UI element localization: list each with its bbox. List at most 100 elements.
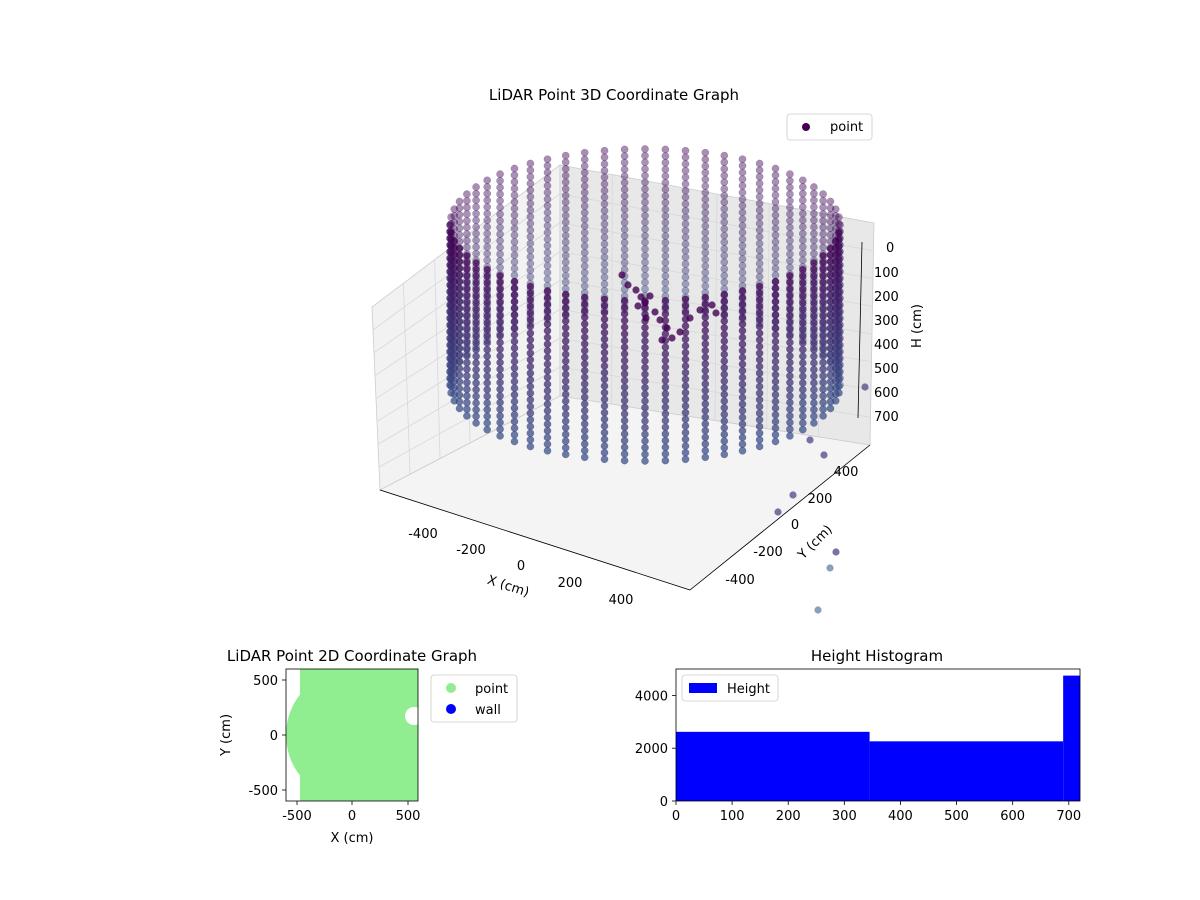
point-marker — [798, 392, 807, 401]
point-marker — [526, 159, 535, 168]
point-marker — [819, 312, 827, 320]
point-marker — [641, 443, 649, 452]
point-marker — [483, 405, 492, 414]
point-marker — [798, 216, 807, 225]
point-marker — [738, 168, 747, 177]
point-marker — [810, 379, 818, 387]
point-marker — [755, 172, 764, 181]
point-marker — [681, 415, 690, 424]
point-marker — [738, 433, 747, 442]
point-marker — [472, 332, 480, 341]
point-marker — [786, 352, 794, 360]
point-marker — [510, 290, 519, 299]
point-marker — [720, 251, 729, 260]
point-marker — [826, 244, 835, 253]
point-marker — [483, 183, 492, 191]
point-marker — [472, 196, 480, 205]
point-marker — [701, 275, 710, 284]
histogram-title: Height Histogram — [811, 647, 943, 665]
point-marker — [819, 292, 827, 300]
point-marker — [641, 350, 649, 359]
point-marker — [696, 306, 704, 314]
point-marker — [826, 384, 835, 393]
point-marker — [661, 252, 670, 260]
point-marker — [496, 263, 504, 272]
point-marker — [483, 419, 492, 427]
h-tick-label: 300 — [874, 314, 899, 329]
point-marker — [510, 251, 519, 260]
point-marker — [620, 165, 629, 174]
point-marker — [681, 355, 690, 364]
point-marker — [526, 166, 535, 175]
point-marker — [620, 323, 629, 332]
point-marker — [720, 231, 729, 240]
point-marker — [455, 304, 464, 313]
point-marker — [483, 265, 492, 274]
point-marker — [526, 369, 535, 378]
point-marker — [561, 437, 570, 445]
y-tick-label: 0 — [660, 795, 668, 810]
point-marker — [826, 397, 835, 406]
point-marker — [496, 183, 504, 192]
point-marker — [561, 403, 570, 412]
point-marker — [472, 379, 480, 387]
point-marker — [681, 388, 690, 397]
point-marker — [496, 385, 504, 394]
point-marker — [738, 326, 747, 335]
point-marker — [720, 423, 729, 432]
point-marker — [810, 189, 818, 198]
point-marker — [483, 319, 492, 327]
point-marker — [755, 315, 764, 324]
point-marker — [786, 285, 794, 294]
point-marker — [701, 433, 710, 442]
point-marker — [463, 252, 471, 260]
point-marker — [810, 229, 818, 238]
point-marker — [755, 302, 764, 311]
point-marker — [463, 345, 471, 354]
point-marker — [641, 158, 649, 167]
point-marker — [810, 279, 818, 287]
point-marker — [701, 168, 710, 177]
point-marker — [463, 325, 471, 334]
histogram-y-axis: 0 2000 4000 — [635, 689, 676, 810]
point-marker — [543, 306, 552, 315]
point-marker — [510, 384, 519, 392]
point-marker — [661, 343, 670, 352]
x-tick-label: 400 — [609, 593, 634, 608]
point-marker — [771, 238, 780, 246]
point-marker — [483, 272, 492, 281]
point-marker — [620, 383, 629, 392]
point-marker — [580, 188, 589, 197]
point-marker — [634, 302, 642, 310]
point-marker — [701, 313, 710, 322]
point-marker — [819, 272, 827, 280]
point-marker — [561, 151, 570, 160]
point-cloud — [446, 145, 869, 614]
x-tick-label: 700 — [1056, 809, 1081, 824]
point-marker — [661, 178, 670, 187]
point-marker — [641, 417, 649, 425]
point-marker — [641, 357, 649, 365]
point-marker — [701, 228, 710, 237]
point-marker — [738, 286, 747, 295]
point-marker — [798, 345, 807, 354]
point-marker — [738, 188, 747, 197]
point-marker — [483, 216, 492, 225]
point-marker — [483, 312, 492, 321]
point-marker — [819, 385, 827, 394]
point-marker — [826, 297, 835, 306]
point-marker — [510, 337, 519, 346]
point-marker — [681, 362, 690, 370]
point-marker — [463, 285, 471, 294]
point-marker — [661, 245, 670, 254]
point-marker — [496, 230, 504, 238]
point-marker — [483, 425, 492, 434]
point-marker — [600, 302, 609, 310]
point-marker — [755, 335, 764, 344]
point-marker — [701, 155, 710, 164]
point-marker — [496, 223, 504, 232]
h-axis-line — [857, 241, 863, 419]
point-marker — [543, 386, 552, 395]
point-marker — [701, 380, 710, 388]
point-marker — [826, 351, 835, 360]
